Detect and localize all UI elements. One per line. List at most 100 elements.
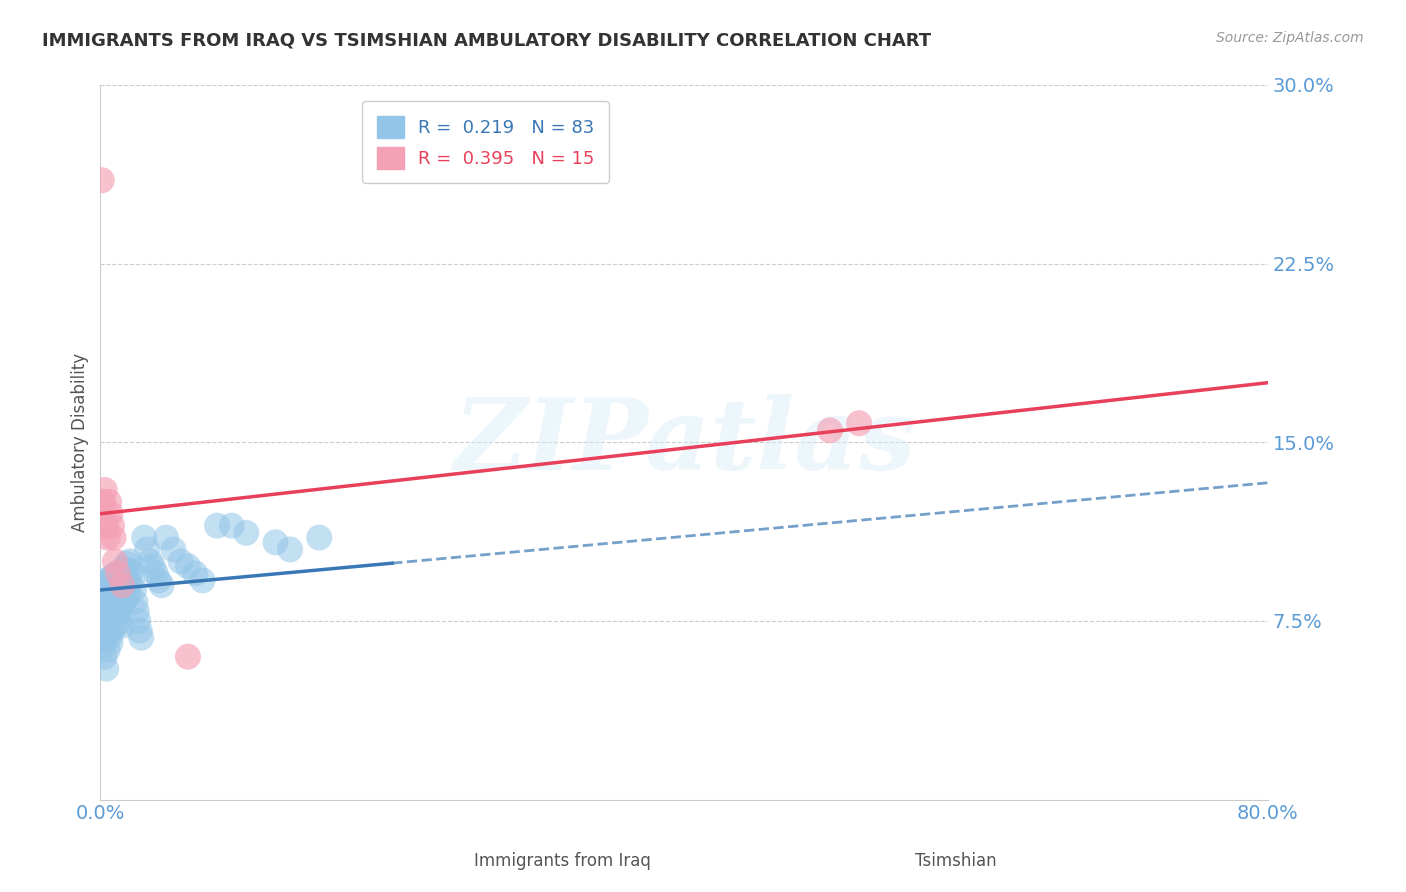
Text: ZIPatlas: ZIPatlas xyxy=(453,394,915,491)
Text: Tsimshian: Tsimshian xyxy=(915,852,997,870)
Point xyxy=(107,616,129,631)
Point xyxy=(96,607,118,621)
Legend: R =  0.219   N = 83, R =  0.395   N = 15: R = 0.219 N = 83, R = 0.395 N = 15 xyxy=(363,101,609,183)
Point xyxy=(129,631,152,645)
Point xyxy=(127,614,149,628)
Point xyxy=(235,525,257,540)
Point xyxy=(91,578,114,592)
Point xyxy=(100,507,122,521)
Point xyxy=(118,575,141,590)
Point xyxy=(97,595,120,609)
Point xyxy=(100,635,122,649)
Point xyxy=(98,495,121,509)
Point xyxy=(91,638,114,652)
Point xyxy=(114,592,136,607)
Point xyxy=(93,649,115,664)
Point xyxy=(100,571,122,585)
Point xyxy=(125,604,148,618)
Point xyxy=(162,542,184,557)
Point xyxy=(155,531,177,545)
Text: Source: ZipAtlas.com: Source: ZipAtlas.com xyxy=(1216,31,1364,45)
Point xyxy=(98,631,121,645)
Point xyxy=(118,554,141,568)
Point xyxy=(115,557,138,571)
Text: Immigrants from Iraq: Immigrants from Iraq xyxy=(474,852,651,870)
Point xyxy=(108,582,131,597)
Point xyxy=(100,614,122,628)
Point xyxy=(128,624,150,638)
Point xyxy=(142,559,165,574)
Point xyxy=(96,621,118,635)
Point xyxy=(107,574,129,588)
Point xyxy=(90,614,112,628)
Point xyxy=(169,554,191,568)
Point xyxy=(97,616,120,631)
Point xyxy=(122,582,145,597)
Point xyxy=(112,582,135,597)
Point xyxy=(105,588,128,602)
Point xyxy=(93,611,115,625)
Point xyxy=(90,631,112,645)
Point xyxy=(93,625,115,640)
Point xyxy=(103,590,125,604)
Point xyxy=(101,518,124,533)
Point xyxy=(91,597,114,611)
Point xyxy=(112,561,135,575)
Point xyxy=(103,531,125,545)
Point xyxy=(103,609,125,624)
Point xyxy=(115,578,138,592)
Point xyxy=(308,531,330,545)
Point xyxy=(124,595,146,609)
Point xyxy=(96,590,118,604)
Point xyxy=(264,535,287,549)
Point xyxy=(177,649,200,664)
Point xyxy=(134,531,156,545)
Point xyxy=(145,566,167,581)
Point xyxy=(111,597,134,611)
Point xyxy=(97,574,120,588)
Point xyxy=(97,531,120,545)
Point xyxy=(98,609,121,624)
Point xyxy=(278,542,301,557)
Point xyxy=(221,518,243,533)
Point xyxy=(96,662,118,676)
Point xyxy=(117,588,139,602)
Point xyxy=(111,578,134,592)
Point xyxy=(105,566,128,581)
Point xyxy=(107,566,129,581)
Point xyxy=(101,602,124,616)
Point xyxy=(104,575,127,590)
Point xyxy=(103,568,125,582)
Point xyxy=(150,578,173,592)
Point xyxy=(111,618,134,632)
Point xyxy=(98,588,121,602)
Point xyxy=(205,518,228,533)
Point xyxy=(148,574,170,588)
Point xyxy=(120,564,142,578)
Point xyxy=(100,592,122,607)
Point xyxy=(848,416,870,430)
Point xyxy=(101,581,124,595)
Point xyxy=(111,575,134,590)
Point xyxy=(97,642,120,657)
Point xyxy=(104,618,127,632)
Y-axis label: Ambulatory Disability: Ambulatory Disability xyxy=(72,352,89,532)
Point xyxy=(191,574,214,588)
Text: IMMIGRANTS FROM IRAQ VS TSIMSHIAN AMBULATORY DISABILITY CORRELATION CHART: IMMIGRANTS FROM IRAQ VS TSIMSHIAN AMBULA… xyxy=(42,31,931,49)
Point xyxy=(93,582,115,597)
Point xyxy=(107,595,129,609)
Point xyxy=(121,574,143,588)
Point xyxy=(104,554,127,568)
Point xyxy=(96,518,118,533)
Point xyxy=(93,483,115,497)
Point xyxy=(177,559,200,574)
Point xyxy=(91,495,114,509)
Point xyxy=(117,566,139,581)
Point xyxy=(110,590,132,604)
Point xyxy=(139,554,162,568)
Point xyxy=(90,173,112,187)
Point xyxy=(101,624,124,638)
Point xyxy=(110,568,132,582)
Point xyxy=(105,607,128,621)
Point xyxy=(104,597,127,611)
